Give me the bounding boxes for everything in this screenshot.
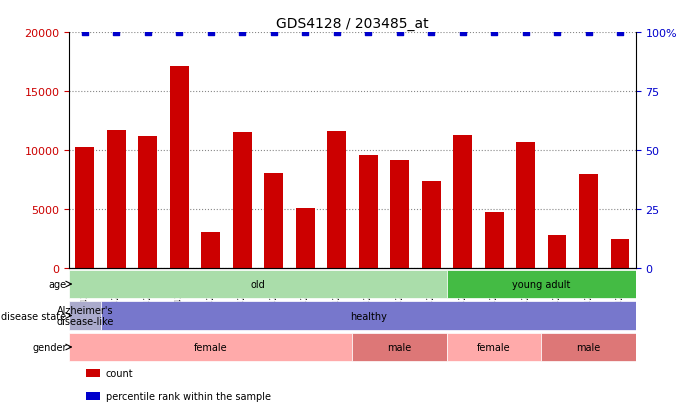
Text: healthy: healthy <box>350 311 386 321</box>
Text: Alzheimer's
disease-like: Alzheimer's disease-like <box>56 305 113 327</box>
Point <box>426 30 437 36</box>
Bar <box>359 156 377 268</box>
Point <box>583 30 594 36</box>
Point <box>268 30 279 36</box>
Text: male: male <box>576 342 600 352</box>
Bar <box>390 160 409 268</box>
Bar <box>86 369 100 377</box>
Point <box>173 30 184 36</box>
Point <box>111 30 122 36</box>
FancyBboxPatch shape <box>447 333 541 361</box>
Point <box>614 30 625 36</box>
Point <box>237 30 248 36</box>
Title: GDS4128 / 203485_at: GDS4128 / 203485_at <box>276 17 428 31</box>
Bar <box>170 67 189 268</box>
Text: gender: gender <box>32 342 66 352</box>
Text: percentile rank within the sample: percentile rank within the sample <box>106 392 271 401</box>
Text: count: count <box>106 368 133 378</box>
Bar <box>296 209 314 268</box>
Text: male: male <box>388 342 412 352</box>
Text: young adult: young adult <box>512 279 571 290</box>
Bar <box>579 174 598 268</box>
Point <box>551 30 562 36</box>
FancyBboxPatch shape <box>541 333 636 361</box>
Bar <box>611 239 630 268</box>
Text: disease state: disease state <box>1 311 66 321</box>
Bar <box>201 232 220 268</box>
Point <box>394 30 405 36</box>
Text: age: age <box>48 279 66 290</box>
FancyBboxPatch shape <box>69 333 352 361</box>
Point <box>79 30 91 36</box>
Bar <box>422 181 441 268</box>
Text: female: female <box>477 342 511 352</box>
Point <box>520 30 531 36</box>
FancyBboxPatch shape <box>352 333 447 361</box>
Point <box>457 30 468 36</box>
Bar <box>516 142 535 268</box>
Point <box>205 30 216 36</box>
Bar <box>138 137 158 268</box>
Bar <box>86 392 100 400</box>
Point <box>300 30 311 36</box>
Bar <box>75 147 94 268</box>
Bar <box>264 173 283 268</box>
Text: old: old <box>251 279 265 290</box>
FancyBboxPatch shape <box>69 301 101 330</box>
Point <box>142 30 153 36</box>
Text: female: female <box>194 342 227 352</box>
Bar <box>484 212 504 268</box>
Bar <box>547 236 567 268</box>
Point <box>331 30 342 36</box>
Bar <box>233 133 252 268</box>
Bar <box>328 132 346 268</box>
Bar <box>453 135 472 268</box>
FancyBboxPatch shape <box>447 270 636 299</box>
Point <box>489 30 500 36</box>
Point <box>363 30 374 36</box>
FancyBboxPatch shape <box>69 270 447 299</box>
FancyBboxPatch shape <box>101 301 636 330</box>
Bar <box>107 131 126 268</box>
